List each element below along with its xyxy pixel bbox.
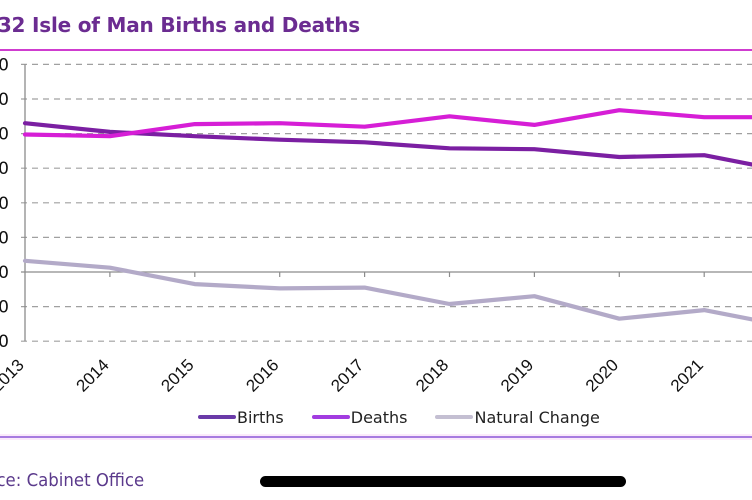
y-tick-label: 1200	[0, 55, 9, 75]
home-indicator-bar[interactable]	[260, 476, 626, 487]
legend-item-natural-change: Natural Change	[435, 407, 600, 427]
y-tick-label: 800	[0, 125, 9, 145]
x-tick-label: 2013	[0, 355, 28, 395]
y-tick-label: -200	[0, 298, 9, 318]
chart-bottom-divider	[0, 434, 752, 440]
y-tick-label: 0	[0, 263, 9, 283]
series-line-births	[22, 121, 752, 167]
x-tick-label: 2019	[497, 355, 537, 395]
x-tick-label: 2015	[157, 355, 197, 395]
y-tick-label: 200	[0, 228, 9, 248]
legend-swatch-births	[198, 415, 236, 419]
legend-item-births: Births	[198, 408, 284, 427]
legend-label-births: Births	[237, 407, 284, 427]
x-tick-label: 2021	[667, 355, 707, 395]
series-line-natural-change	[22, 258, 752, 322]
legend-label-deaths: Deaths	[350, 407, 408, 427]
legend-item-deaths: Deaths	[311, 407, 408, 427]
title-divider	[0, 49, 752, 51]
series-line-deaths	[22, 108, 752, 139]
x-tick-label: 2016	[242, 355, 282, 395]
y-tick-label: -400	[0, 332, 9, 352]
y-tick-label: 600	[0, 159, 9, 179]
x-tick-label: 2020	[582, 355, 622, 395]
legend-swatch-deaths	[311, 415, 350, 419]
tick-labels: -400 -200 0 200 400 600 800 1000 1200 2013 2014 201…	[0, 55, 707, 395]
y-tick-label: 400	[0, 194, 9, 214]
source-note: rce: Cabinet Office	[0, 470, 145, 491]
gridlines	[21, 63, 752, 342]
legend-swatch-natural-change	[435, 415, 474, 419]
chart-title: ure 32 Isle of Man Births and Deaths	[0, 13, 360, 37]
y-tick-label: 1000	[0, 90, 9, 110]
legend-label-natural-change: Natural Change	[474, 407, 600, 427]
x-tick-label: 2017	[327, 355, 367, 395]
legend: Births Deaths Natural Change	[198, 406, 628, 428]
series-lines	[22, 108, 752, 322]
x-tick-label: 2014	[73, 355, 113, 395]
x-tick-label: 2018	[412, 355, 452, 395]
